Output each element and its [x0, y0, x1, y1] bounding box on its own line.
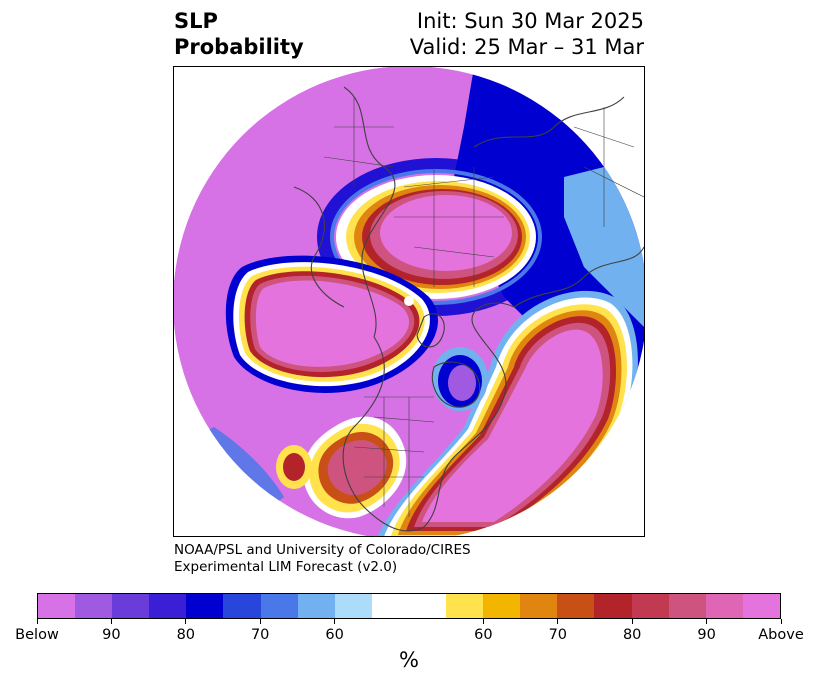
- title-line-probability: Probability: [174, 35, 304, 59]
- arctic-above-anomaly: [336, 175, 536, 299]
- colorbar-segment: [483, 594, 521, 618]
- colorbar-segment: [631, 594, 669, 618]
- colorbar-segment: [223, 594, 261, 618]
- west-na-above-anomaly: [303, 416, 407, 519]
- colorbar-tick-label: 70: [548, 627, 568, 643]
- colorbar: [37, 593, 781, 619]
- hudson-below-pocket: [432, 347, 488, 411]
- colorbar-segment: [520, 594, 558, 618]
- pole-marker: [404, 296, 414, 306]
- colorbar-segment: [668, 594, 706, 618]
- colorbar-segment: [112, 594, 150, 618]
- valid-range: Valid: 25 Mar – 31 Mar: [409, 35, 644, 59]
- colorbar-segment: [334, 594, 372, 618]
- colorbar-segment: [594, 594, 632, 618]
- colorbar-segment: [705, 594, 743, 618]
- colorbar-tick-label: 60: [474, 627, 493, 643]
- colorbar-tick-label: Above: [758, 627, 804, 643]
- colorbar-tick: [36, 619, 38, 624]
- polar-map: [173, 66, 645, 537]
- colorbar-tick: [780, 619, 782, 624]
- colorbar-segment: [557, 594, 595, 618]
- credit-text: NOAA/PSL and University of Colorado/CIRE…: [174, 542, 471, 576]
- colorbar-tick: [334, 619, 336, 624]
- colorbar-tick-label: 80: [176, 627, 196, 643]
- colorbar-segment: [446, 594, 484, 618]
- init-date: Init: Sun 30 Mar 2025: [416, 9, 644, 33]
- colorbar-segment: [742, 594, 780, 618]
- colorbar-tick-label: 90: [102, 627, 121, 643]
- colorbar-tick: [631, 619, 633, 624]
- map-title: SLP Probability: [174, 8, 304, 60]
- arctic-blue-band: [317, 158, 555, 316]
- colorbar-segment: [260, 594, 298, 618]
- probability-field: [174, 67, 644, 536]
- colorbar-segment: [38, 594, 76, 618]
- colorbar-tick-label: 90: [697, 627, 716, 643]
- country-borders: [323, 97, 644, 517]
- colorbar-tick: [482, 619, 484, 624]
- colorbar-segment: [297, 594, 335, 618]
- colorbar-unit: %: [399, 648, 419, 672]
- colorbar-tick: [185, 619, 187, 624]
- pacific-coast-yellow: [276, 445, 312, 489]
- colorbar-tick-label: 80: [622, 627, 642, 643]
- forecast-dates: Init: Sun 30 Mar 2025 Valid: 25 Mar – 31…: [410, 8, 644, 60]
- colorbar-segment: [149, 594, 187, 618]
- colorbar-tick: [259, 619, 261, 624]
- credit-line1: NOAA/PSL and University of Colorado/CIRE…: [174, 542, 471, 558]
- colorbar-tick: [110, 619, 112, 624]
- colorbar-tick-label: 70: [250, 627, 270, 643]
- credit-line2: Experimental LIM Forecast (v2.0): [174, 559, 398, 575]
- polar-map-svg: [174, 67, 644, 536]
- pacific-above-anomaly: [225, 255, 438, 393]
- colorbar-tick: [706, 619, 708, 624]
- colorbar-tick-label: Below: [15, 627, 59, 643]
- colorbar-tick-label: 60: [325, 627, 344, 643]
- title-line-slp: SLP: [174, 9, 218, 33]
- colorbar-tick: [557, 619, 559, 624]
- colorbar-segment: [75, 594, 113, 618]
- colorbar-segment: [186, 594, 224, 618]
- colorbar-segment: [371, 594, 447, 618]
